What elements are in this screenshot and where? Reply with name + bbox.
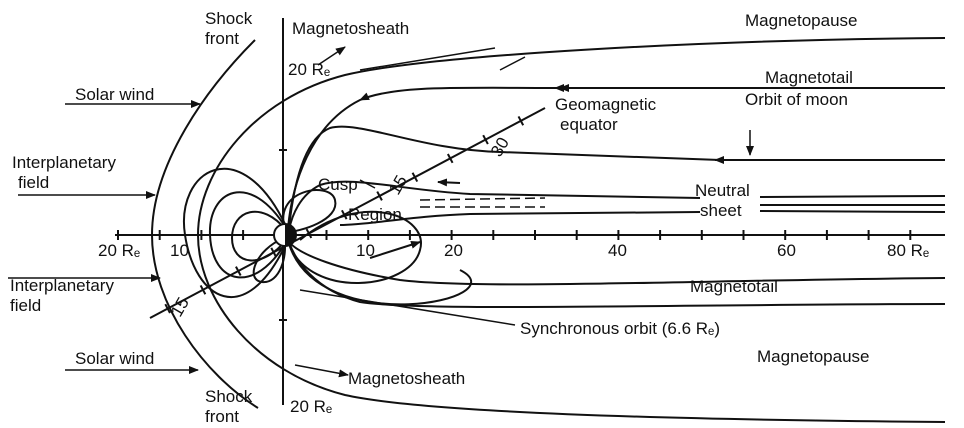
shapes	[8, 18, 946, 423]
equator-label: 30	[487, 134, 513, 160]
neutral-sheet-dashes	[419, 197, 546, 208]
geomagnetic-equator	[149, 107, 546, 319]
shock-front	[150, 39, 259, 409]
label: Magnetopause	[745, 11, 857, 30]
scale-tick	[164, 303, 171, 314]
tail-field-line	[288, 241, 946, 309]
label-line: Interplanetary	[10, 276, 114, 295]
label: Magnetosheath	[348, 369, 465, 388]
label: Magnetopause	[757, 347, 869, 366]
label: Synchronous orbit (6.6 Rₑ)	[520, 319, 720, 338]
scale-tick	[446, 153, 454, 164]
label-line: Shock	[205, 9, 253, 28]
label: 20 Rₑ	[290, 397, 332, 416]
axis-label: 20 Rₑ	[98, 241, 140, 260]
tail-field-line	[288, 180, 701, 231]
neutral-sheet-line	[759, 195, 946, 213]
earth-shade	[285, 224, 296, 246]
label-line: Neutral	[695, 181, 750, 200]
tail-field-line	[339, 211, 701, 226]
label-line: Interplanetary	[12, 153, 116, 172]
label-line: Shock	[205, 387, 253, 406]
arrow	[437, 178, 461, 187]
scale-tick	[305, 228, 313, 239]
label: 20 Rₑ	[288, 60, 330, 79]
label: Cusp	[318, 175, 358, 194]
closed-field-line	[288, 243, 472, 306]
axis-label: 80 Rₑ	[887, 241, 929, 260]
axis-label: 10	[170, 241, 189, 260]
label-line: equator	[560, 115, 618, 134]
axis-label: 20	[444, 241, 463, 260]
label: Magnetotail	[690, 277, 778, 296]
arrow	[317, 46, 346, 66]
axis-label: 60	[777, 241, 796, 260]
scale-tick	[235, 266, 242, 276]
label: Solar wind	[75, 85, 154, 104]
scale-tick	[411, 172, 419, 183]
label-line: front	[205, 407, 239, 426]
label: Geomagnetic equator	[555, 95, 657, 134]
label: Shock front	[205, 387, 253, 426]
tail-field-line	[288, 241, 946, 286]
label: Interplanetary field	[10, 276, 114, 315]
equator-label: 15	[385, 172, 411, 198]
label: Interplanetary field	[12, 153, 116, 192]
arrow	[294, 364, 349, 378]
scale-tick	[376, 191, 383, 201]
labels: Shock front Magnetosheath 20 Rₑ Magnetopa…	[10, 9, 929, 426]
label-line: front	[205, 29, 239, 48]
label: Neutral sheet	[695, 181, 750, 220]
scale-tick	[199, 284, 207, 295]
label-line: field	[10, 296, 41, 315]
cusp-lobe	[252, 237, 286, 284]
scale-tick	[517, 115, 525, 126]
axis-label: 10	[356, 241, 375, 260]
label: Region	[348, 205, 402, 224]
pointer	[299, 47, 526, 326]
axis-label: 40	[608, 241, 627, 260]
label-line: sheet	[700, 201, 742, 220]
cusp-lobe	[282, 189, 337, 233]
label-line: field	[18, 173, 49, 192]
label: Shock front	[205, 9, 253, 48]
scale-tick	[482, 134, 489, 145]
arrow	[369, 240, 421, 259]
label: Magnetosheath	[292, 19, 409, 38]
label: Solar wind	[75, 349, 154, 368]
closed-field-line	[182, 167, 287, 298]
label: Magnetotail	[765, 68, 853, 87]
tail-field-line	[288, 125, 945, 229]
closed-field-line	[288, 210, 422, 284]
scale-tick	[270, 247, 277, 258]
ticks	[117, 115, 912, 321]
label-line: Geomagnetic	[555, 95, 657, 114]
scale-tick	[341, 209, 348, 220]
label: Orbit of moon	[745, 90, 848, 109]
